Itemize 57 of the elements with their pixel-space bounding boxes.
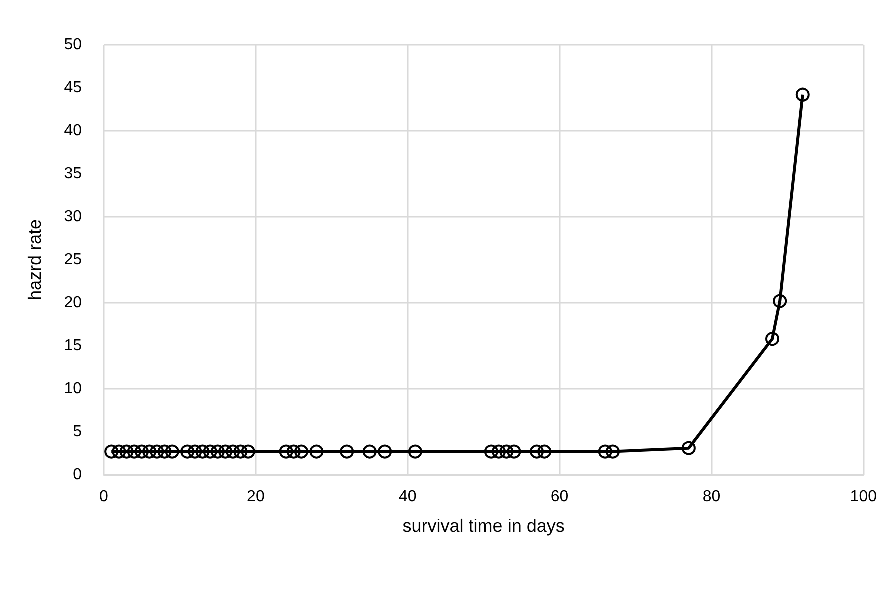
y-tick-label: 0 bbox=[73, 466, 82, 484]
point bbox=[279, 444, 294, 459]
y-tick-label: 20 bbox=[64, 294, 82, 312]
y-tick-label: 30 bbox=[64, 208, 82, 226]
y-tick-label: 50 bbox=[64, 36, 82, 54]
point bbox=[286, 444, 301, 459]
y-tick-label: 45 bbox=[64, 80, 82, 96]
x-tick-label: 80 bbox=[702, 488, 721, 506]
point bbox=[112, 444, 126, 459]
point bbox=[606, 444, 620, 459]
point bbox=[507, 444, 522, 459]
point bbox=[378, 444, 392, 459]
y-tick-label: 10 bbox=[64, 380, 82, 398]
x-axis-title: survival time in days bbox=[402, 516, 565, 536]
x-tick-label: 100 bbox=[850, 488, 878, 506]
point bbox=[796, 88, 810, 102]
y-tick-label: 25 bbox=[64, 252, 82, 268]
point bbox=[188, 444, 202, 459]
point bbox=[766, 332, 780, 346]
point bbox=[196, 444, 210, 459]
point bbox=[203, 444, 218, 459]
x-tick-label: 40 bbox=[398, 488, 417, 506]
point bbox=[340, 444, 354, 459]
point bbox=[226, 444, 240, 459]
point bbox=[218, 444, 233, 459]
point bbox=[538, 444, 552, 459]
point bbox=[241, 444, 256, 459]
y-tick-label: 40 bbox=[64, 122, 82, 140]
point bbox=[234, 444, 248, 459]
point bbox=[682, 441, 696, 456]
point bbox=[408, 444, 422, 459]
point bbox=[484, 444, 498, 459]
point bbox=[362, 444, 377, 459]
point bbox=[210, 444, 225, 459]
y-tick-label: 35 bbox=[64, 166, 82, 182]
x-tick-label: 0 bbox=[100, 488, 109, 506]
y-tick-label: 5 bbox=[73, 424, 82, 440]
point bbox=[492, 444, 506, 459]
point bbox=[598, 444, 612, 459]
point bbox=[142, 444, 157, 459]
point bbox=[150, 444, 164, 459]
point bbox=[165, 444, 180, 459]
y-tick-label: 15 bbox=[64, 338, 82, 354]
point bbox=[294, 444, 309, 459]
x-tick-label: 20 bbox=[247, 488, 265, 506]
point bbox=[134, 444, 149, 459]
x-tick-label: 60 bbox=[550, 488, 569, 506]
point bbox=[104, 444, 119, 459]
point bbox=[530, 444, 544, 459]
point bbox=[310, 444, 324, 459]
point bbox=[773, 294, 788, 308]
point bbox=[120, 444, 134, 459]
point bbox=[127, 444, 142, 459]
point bbox=[180, 444, 195, 459]
point bbox=[158, 444, 172, 459]
point bbox=[500, 444, 514, 459]
y-axis-title: hazrd rate bbox=[25, 219, 45, 301]
